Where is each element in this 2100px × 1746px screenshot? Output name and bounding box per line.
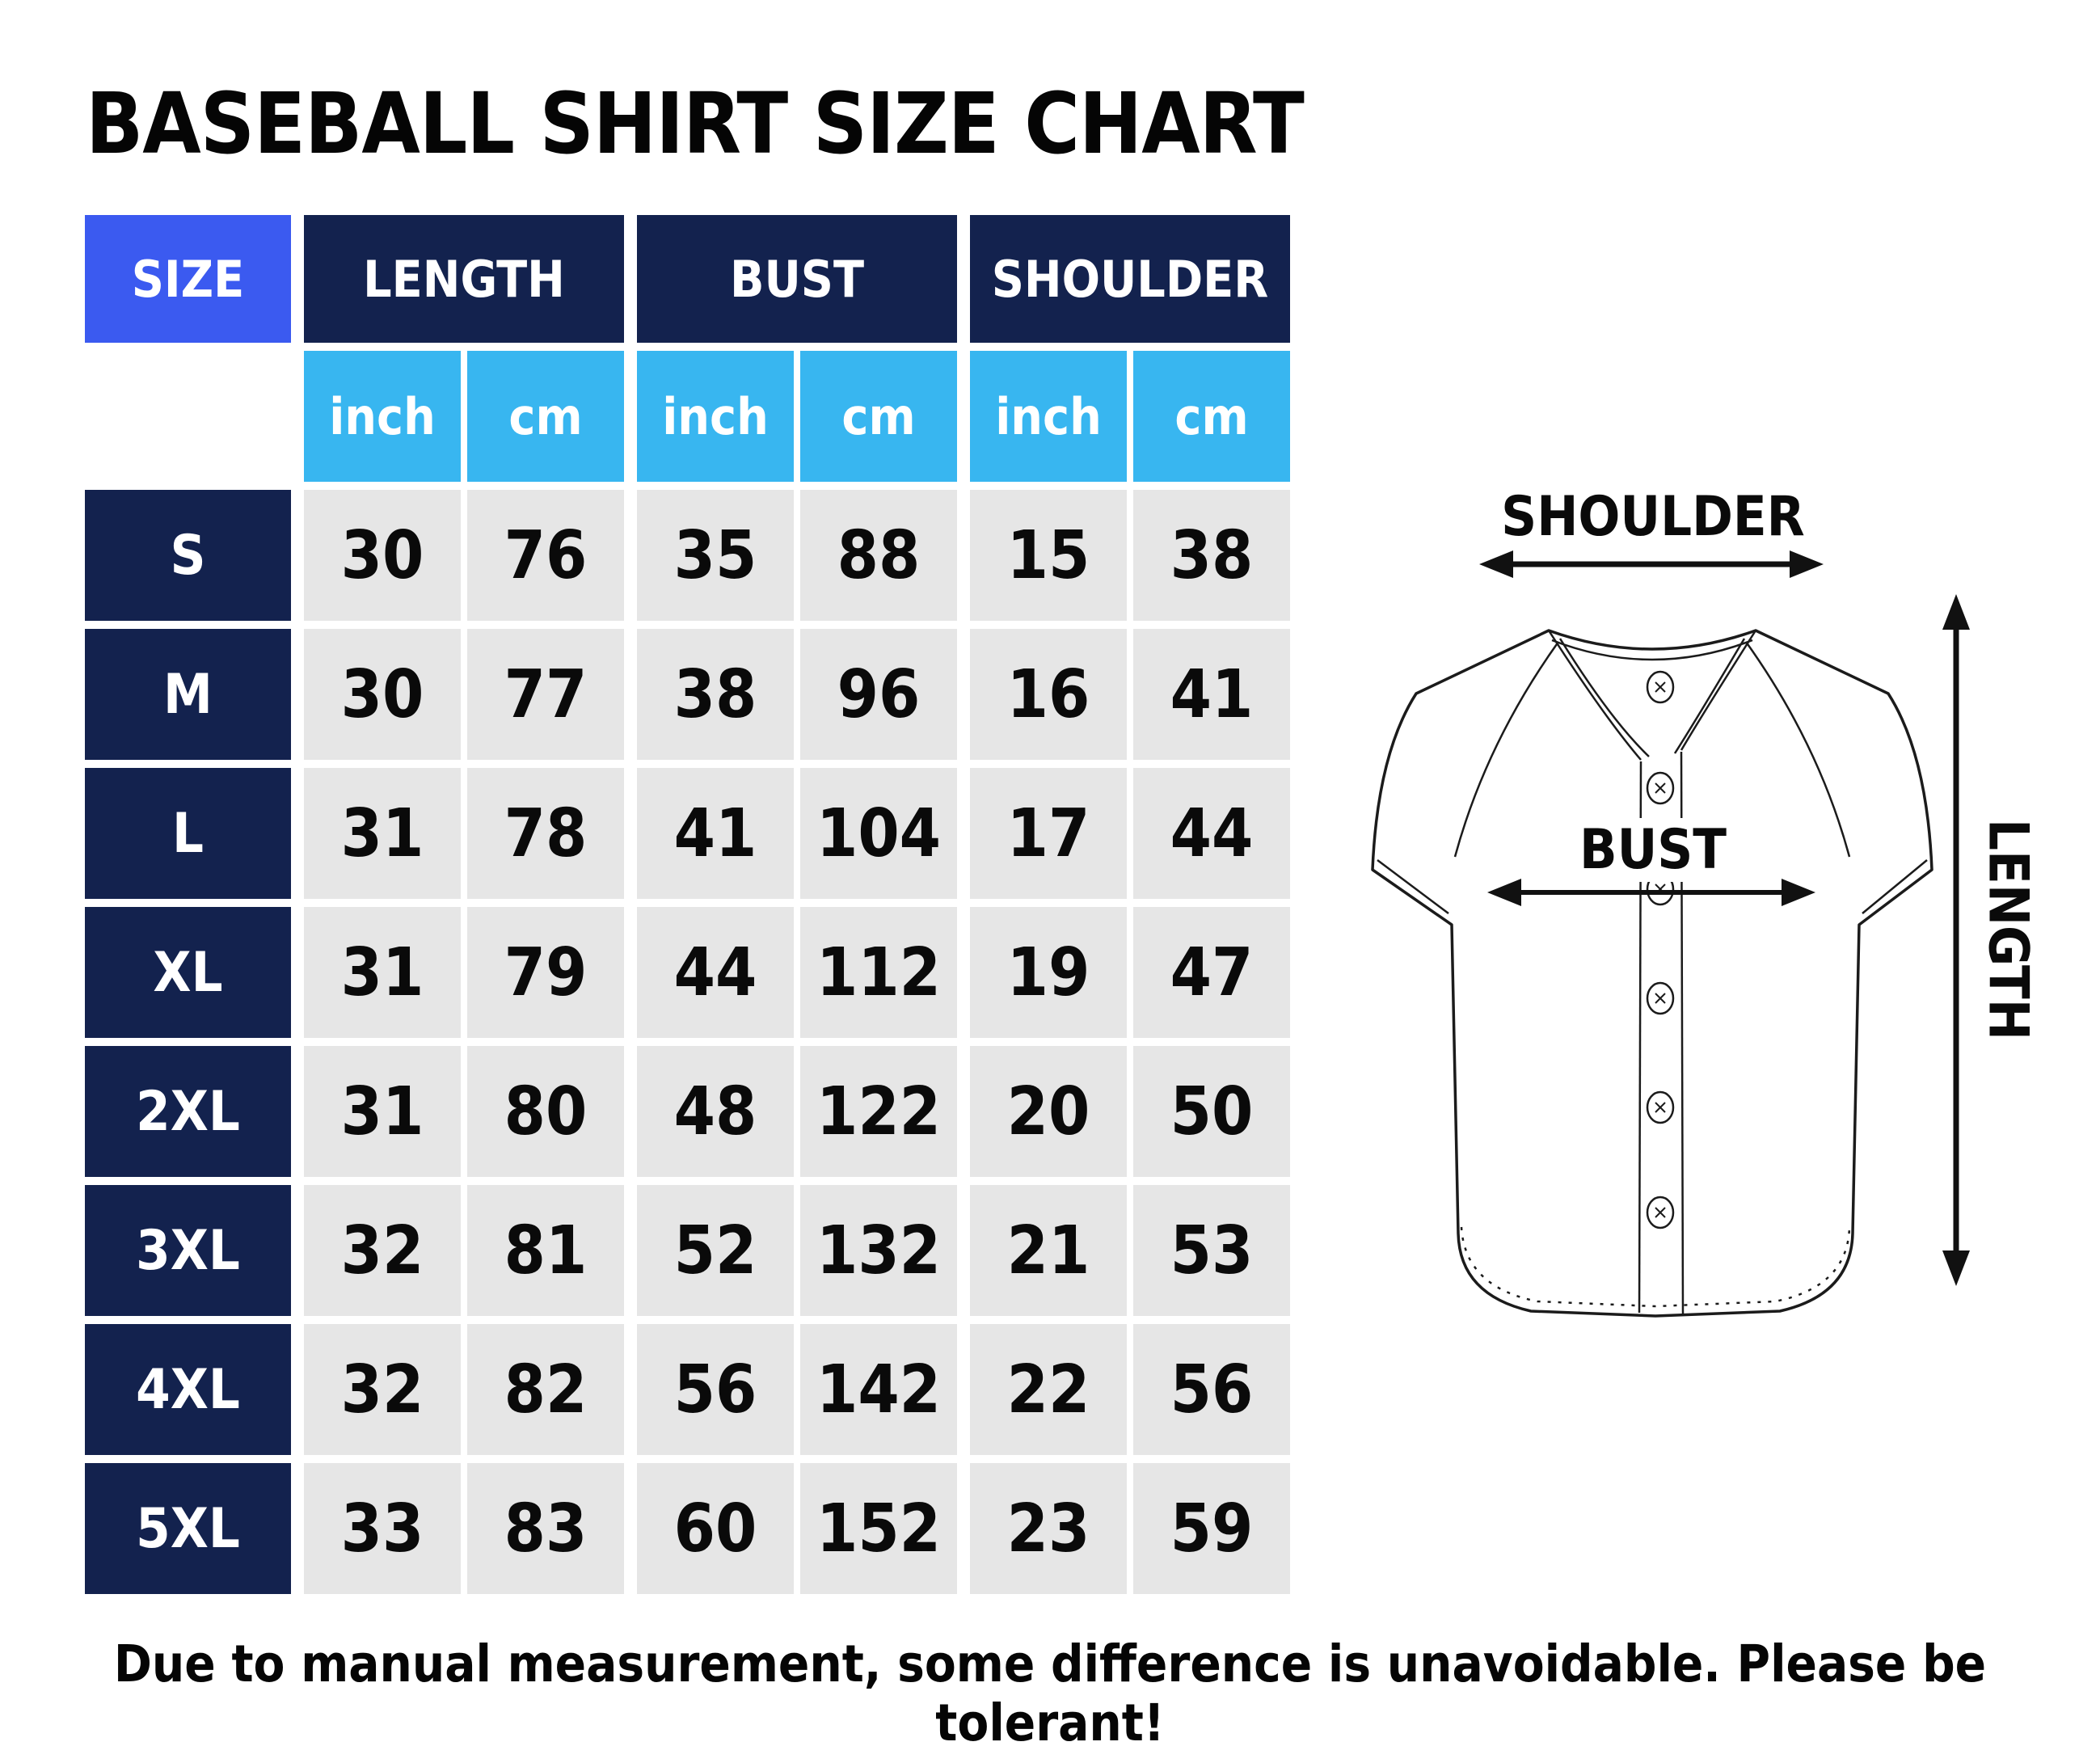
length-group-header: LENGTH xyxy=(304,215,624,343)
raglan-seam-left xyxy=(1453,641,1560,858)
length-cm-cell: 81 xyxy=(467,1185,624,1316)
length-inch-cell: 32 xyxy=(304,1185,461,1316)
table-row: M 30 77 38 96 16 41 xyxy=(85,629,1290,760)
footnote: Due to manual measurement, some differen… xyxy=(113,1634,1987,1746)
bust-inch-cell: 35 xyxy=(637,490,794,621)
page-title: BASEBALL SHIRT SIZE CHART xyxy=(86,74,1305,173)
shoulder-inch-cell: 21 xyxy=(970,1185,1127,1316)
length-cm-cell: 77 xyxy=(467,629,624,760)
length-inch-cell: 31 xyxy=(304,1046,461,1177)
shoulder-cm-cell: 41 xyxy=(1133,629,1290,760)
shoulder-cm-cell: 59 xyxy=(1133,1463,1290,1594)
shoulder-inch-cell: 19 xyxy=(970,907,1127,1038)
table-row: 3XL 32 81 52 132 21 53 xyxy=(85,1185,1290,1316)
length-inch-cell: 33 xyxy=(304,1463,461,1594)
bust-inch-cell: 41 xyxy=(637,768,794,899)
length-arrow xyxy=(1942,594,1970,1286)
shoulder-inch-header: inch xyxy=(970,351,1127,482)
size-label-cell: M xyxy=(85,629,291,760)
bust-group-header: BUST xyxy=(637,215,957,343)
hem-stitch xyxy=(1460,1226,1851,1308)
raglan-seam-right xyxy=(1744,641,1851,858)
shoulder-arrow xyxy=(1479,550,1824,578)
length-inch-cell: 31 xyxy=(304,907,461,1038)
size-label-cell: 3XL xyxy=(85,1185,291,1316)
shoulder-inch-cell: 17 xyxy=(970,768,1127,899)
bust-cm-cell: 122 xyxy=(800,1046,957,1177)
length-inch-cell: 31 xyxy=(304,768,461,899)
length-inch-header: inch xyxy=(304,351,461,482)
bust-cm-cell: 88 xyxy=(800,490,957,621)
length-cm-cell: 78 xyxy=(467,768,624,899)
bust-inch-cell: 52 xyxy=(637,1185,794,1316)
length-inch-cell: 30 xyxy=(304,629,461,760)
shoulder-cm-cell: 38 xyxy=(1133,490,1290,621)
shoulder-group-header: SHOULDER xyxy=(970,215,1290,343)
shoulder-inch-cell: 23 xyxy=(970,1463,1127,1594)
length-cm-cell: 83 xyxy=(467,1463,624,1594)
bust-cm-cell: 152 xyxy=(800,1463,957,1594)
baseball-jersey-illustration xyxy=(1371,629,1933,1318)
table-header-row: SIZE LENGTH BUST SHOULDER xyxy=(85,215,1290,343)
bust-cm-cell: 132 xyxy=(800,1185,957,1316)
shoulder-inch-cell: 20 xyxy=(970,1046,1127,1177)
neckline-left-inner xyxy=(1558,638,1650,757)
bust-cm-cell: 96 xyxy=(800,629,957,760)
shoulder-inch-cell: 16 xyxy=(970,629,1127,760)
bust-inch-cell: 60 xyxy=(637,1463,794,1594)
neckline-right-inner xyxy=(1673,638,1746,754)
table-row: XL 31 79 44 112 19 47 xyxy=(85,907,1290,1038)
neckline-right xyxy=(1680,630,1757,751)
shoulder-cm-cell: 47 xyxy=(1133,907,1290,1038)
bust-inch-cell: 56 xyxy=(637,1324,794,1455)
length-inch-cell: 32 xyxy=(304,1324,461,1455)
length-cm-cell: 76 xyxy=(467,490,624,621)
length-inch-cell: 30 xyxy=(304,490,461,621)
sleeve-band-right xyxy=(1862,859,1928,914)
shoulder-measure-label: SHOULDER xyxy=(1501,485,1805,549)
collar-band xyxy=(1551,639,1753,661)
length-measure-label: LENGTH xyxy=(1976,819,2040,1040)
length-cm-cell: 82 xyxy=(467,1324,624,1455)
size-table: SIZE LENGTH BUST SHOULDER inch cm inch c… xyxy=(85,215,1290,1594)
table-row: 4XL 32 82 56 142 22 56 xyxy=(85,1324,1290,1455)
bust-arrow xyxy=(1487,879,1815,906)
bust-measure-label: BUST xyxy=(1532,818,1774,882)
shoulder-cm-cell: 44 xyxy=(1133,768,1290,899)
bust-cm-header: cm xyxy=(800,351,957,482)
bust-inch-cell: 48 xyxy=(637,1046,794,1177)
bust-inch-header: inch xyxy=(637,351,794,482)
neckline-left xyxy=(1547,630,1642,761)
size-label-cell: L xyxy=(85,768,291,899)
units-row-spacer xyxy=(85,351,291,482)
size-column-header: SIZE xyxy=(85,215,291,343)
size-label-cell: XL xyxy=(85,907,291,1038)
bust-inch-cell: 38 xyxy=(637,629,794,760)
size-label-cell: 2XL xyxy=(85,1046,291,1177)
shoulder-cm-cell: 56 xyxy=(1133,1324,1290,1455)
bust-cm-cell: 104 xyxy=(800,768,957,899)
shoulder-inch-cell: 22 xyxy=(970,1324,1127,1455)
sleeve-band-left xyxy=(1377,859,1449,914)
shoulder-cm-cell: 53 xyxy=(1133,1185,1290,1316)
table-row: S 30 76 35 88 15 38 xyxy=(85,490,1290,621)
length-cm-cell: 80 xyxy=(467,1046,624,1177)
length-cm-cell: 79 xyxy=(467,907,624,1038)
shoulder-cm-header: cm xyxy=(1133,351,1290,482)
table-row: 5XL 33 83 60 152 23 59 xyxy=(85,1463,1290,1594)
shoulder-inch-cell: 15 xyxy=(970,490,1127,621)
shoulder-cm-cell: 50 xyxy=(1133,1046,1290,1177)
jersey-outline xyxy=(1371,629,1933,1318)
length-cm-header: cm xyxy=(467,351,624,482)
table-row: 2XL 31 80 48 122 20 50 xyxy=(85,1046,1290,1177)
size-label-cell: S xyxy=(85,490,291,621)
bust-inch-cell: 44 xyxy=(637,907,794,1038)
bust-cm-cell: 112 xyxy=(800,907,957,1038)
bust-cm-cell: 142 xyxy=(800,1324,957,1455)
table-units-row: inch cm inch cm inch cm xyxy=(85,351,1290,482)
size-label-cell: 5XL xyxy=(85,1463,291,1594)
size-label-cell: 4XL xyxy=(85,1324,291,1455)
table-row: L 31 78 41 104 17 44 xyxy=(85,768,1290,899)
